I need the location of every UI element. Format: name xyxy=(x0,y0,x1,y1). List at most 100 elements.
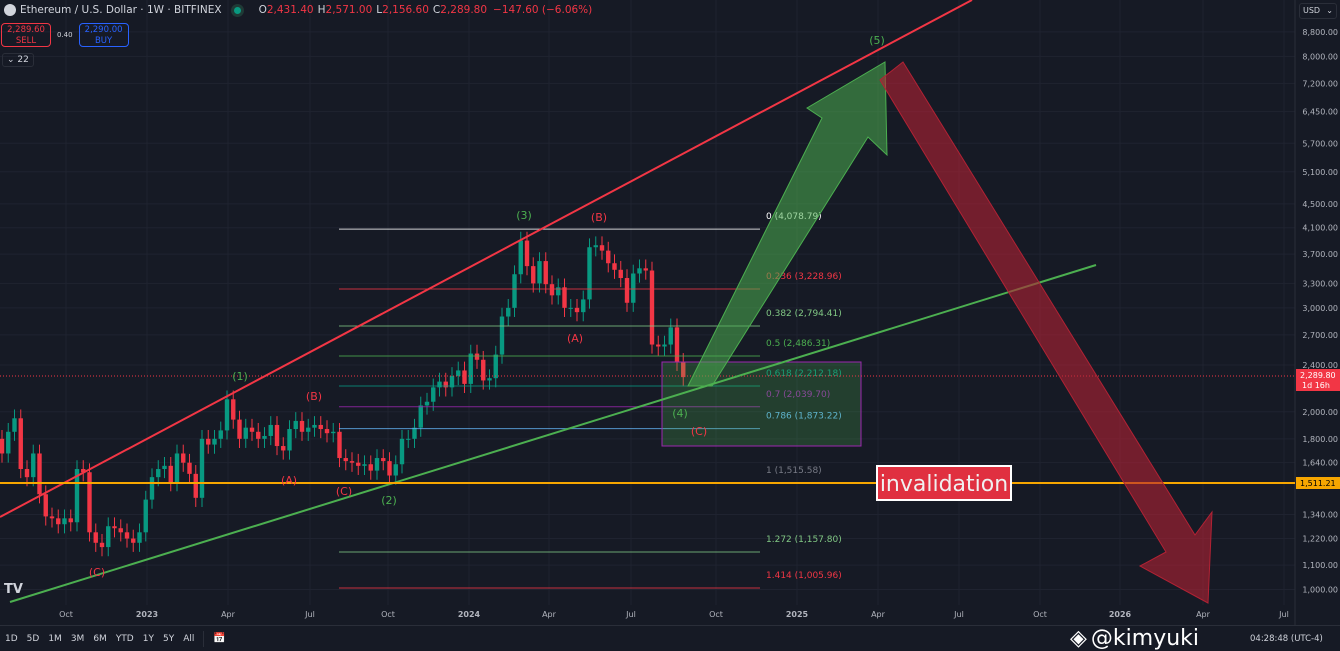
candle-body xyxy=(587,247,592,300)
candle-body xyxy=(612,263,617,270)
price-tick-label: 4,100.00 xyxy=(1302,224,1338,233)
candle-body xyxy=(593,245,598,248)
fib-level-label: 0.382 (2,794.41) xyxy=(766,309,842,319)
range-button-1m[interactable]: 1M xyxy=(48,633,62,644)
currency-value: USD xyxy=(1303,6,1321,15)
market-status-icon xyxy=(233,6,241,14)
candle-body xyxy=(6,431,11,454)
time-tick-label: Jul xyxy=(625,610,636,619)
range-button-5y[interactable]: 5Y xyxy=(162,633,175,644)
time-axis[interactable]: Oct 2023 Apr Jul Oct 2024 Apr Jul Oct 2025 Apr Jul O… xyxy=(59,610,1289,619)
countdown: 1d 16h xyxy=(1302,381,1330,390)
watermark-text: @kimyuki xyxy=(1090,626,1200,651)
lower-channel-line[interactable] xyxy=(9,264,1097,603)
candle-body xyxy=(643,268,648,271)
candle-body xyxy=(424,401,430,406)
candle-body xyxy=(237,419,242,439)
calendar-icon[interactable]: 📅 xyxy=(213,633,226,644)
invalidation-label-box[interactable] xyxy=(876,465,1012,501)
indicators-toggle[interactable]: ⌄ 22 xyxy=(2,53,34,67)
candle-body xyxy=(568,307,573,309)
bearish-arrow[interactable] xyxy=(879,61,1213,604)
indicators-count: 22 xyxy=(17,55,29,65)
range-button-1y[interactable]: 1Y xyxy=(142,633,154,644)
candle-body xyxy=(549,284,555,296)
time-tick-label: Oct xyxy=(1033,610,1047,619)
invalidation-price-value: 1,511.21 xyxy=(1300,479,1336,488)
price-tick-label: 3,300.00 xyxy=(1302,279,1338,288)
wave-label: (C) xyxy=(89,566,105,579)
currency-select[interactable]: USD ⌄ xyxy=(1299,3,1337,19)
candle-body xyxy=(599,245,605,251)
range-button-5d[interactable]: 5D xyxy=(26,633,40,644)
candle-body xyxy=(362,464,367,466)
time-tick-label: Jul xyxy=(1278,610,1289,619)
candle-body xyxy=(537,261,542,284)
high-label: H xyxy=(317,4,326,16)
symbol-title[interactable]: Ethereum / U.S. Dollar · 1W · BITFINEX xyxy=(20,4,222,16)
buy-button[interactable]: 2,290.00 BUY xyxy=(78,23,129,47)
bullish-arrow[interactable] xyxy=(687,61,888,387)
last-price-tag xyxy=(1296,369,1340,391)
ethereum-icon xyxy=(4,4,16,16)
fib-retracement[interactable]: 0 (4,078.79)0.236 (3,228.96)0.382 (2,794… xyxy=(339,212,842,589)
fib-level-label: 0.786 (1,873.22) xyxy=(766,412,842,422)
invalidation-price-tag xyxy=(1296,477,1340,489)
price-tick-label: 1,800.00 xyxy=(1302,435,1338,444)
time-tick-label: Apr xyxy=(221,610,236,619)
trade-panel: 2,289.60 SELL 0.40 2,290.00 BUY xyxy=(1,23,129,47)
invalidation-label: invalidation xyxy=(880,472,1008,497)
candle-body xyxy=(99,542,105,548)
candle-body xyxy=(112,526,117,529)
price-chart[interactable]: 0 (4,078.79)0.236 (3,228.96)0.382 (2,794… xyxy=(0,0,1340,625)
range-button-6m[interactable]: 6M xyxy=(93,633,107,644)
candle-body xyxy=(193,473,198,498)
candle-body xyxy=(343,458,348,462)
candle-body xyxy=(81,469,86,473)
fib-level-label: 0.5 (2,486.31) xyxy=(766,339,830,349)
close-label: C xyxy=(432,4,441,16)
range-button-ytd[interactable]: YTD xyxy=(115,633,134,644)
candle-body xyxy=(149,477,155,500)
candle-body xyxy=(618,269,623,279)
price-tick-label: 5,700.00 xyxy=(1302,139,1338,148)
range-button-3m[interactable]: 3M xyxy=(70,633,85,644)
candle-body xyxy=(68,518,73,523)
fib-level-label: 0.236 (3,228.96) xyxy=(766,272,842,282)
time-tick-label: 2024 xyxy=(458,610,481,619)
range-button-1d[interactable]: 1D xyxy=(5,633,18,644)
candle-body xyxy=(456,370,461,376)
candle-body xyxy=(518,240,523,275)
price-tick-label: 6,450.00 xyxy=(1302,108,1338,117)
price-tick-label: 2,000.00 xyxy=(1302,408,1338,417)
candle-body xyxy=(206,438,211,445)
wave-label: (5) xyxy=(869,34,885,47)
high-value: 2,571.00 xyxy=(325,4,373,16)
candle-body xyxy=(449,375,455,388)
price-tick-label: 1,640.00 xyxy=(1302,459,1338,468)
bottom-toolbar: 1D 5D 1M 3M 6M YTD 1Y 5Y All 📅 xyxy=(0,625,1340,651)
price-axis[interactable]: 8,800.00 8,000.00 7,200.00 6,450.00 5,700.00… xyxy=(1302,28,1338,595)
clock[interactable]: 04:28:48 (UTC-4) xyxy=(1250,634,1323,644)
candle-body xyxy=(318,424,323,430)
tradingview-logo[interactable]: TV xyxy=(4,582,23,597)
candles xyxy=(0,231,686,557)
candle-body xyxy=(412,427,417,439)
chevron-down-icon: ⌄ xyxy=(7,55,18,65)
time-tick-label: 2023 xyxy=(136,610,158,619)
fib-level-label: 0.7 (2,039.70) xyxy=(766,390,830,400)
price-tick-label: 2,700.00 xyxy=(1302,331,1338,340)
candle-body xyxy=(631,273,636,303)
sell-button[interactable]: 2,289.60 SELL xyxy=(1,23,51,47)
change-value: −147.60 (−6.06%) xyxy=(493,4,593,16)
upper-channel-line[interactable] xyxy=(0,0,973,518)
range-button-all[interactable]: All xyxy=(183,633,195,644)
candle-body xyxy=(131,538,136,543)
wave-label: (3) xyxy=(516,209,532,222)
candle-body xyxy=(87,472,92,533)
wave-label: (1) xyxy=(232,370,248,383)
time-tick-label: 2026 xyxy=(1109,610,1132,619)
candle-body xyxy=(231,399,236,420)
candle-body xyxy=(274,424,280,447)
wave-label: (4) xyxy=(672,407,688,420)
